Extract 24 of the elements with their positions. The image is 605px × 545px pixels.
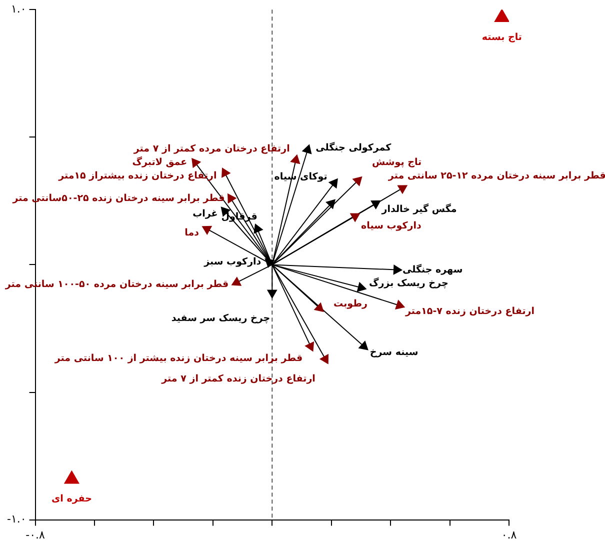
series-label: کمرکولی جنگلی [316,141,392,154]
series-label: قطر برابر سینه درختان زنده بیشتر از ۱۰۰ سانتی متر [54,352,303,364]
series-label: دما [184,227,200,238]
series-label: ارتفاع درختان زنده ۷-۱۵متر [404,306,534,317]
x-tick-label: ۰.۸ [501,528,517,542]
series-label: ارتفاع درختان زنده کمتر از ۷ متر [160,374,316,385]
y-tick-label: -۱.۰ [6,512,26,526]
x-tick-label: -۰.۸ [26,528,46,542]
series-label: سهره جنگلی [402,263,463,276]
series-label: تاج بسته [482,32,522,43]
y-tick-label: ۱.۰ [10,2,26,16]
series-label: غراب [192,208,218,220]
series-label: چرخ ریسک بزرگ [368,277,448,290]
series-label: سینه سرخ [370,346,418,358]
series-label: قطر برابر سینه درختان مرده ۱۲-۲۵ سانتی متر [387,170,605,182]
series-label: دارکوب سیاه [361,220,422,232]
series-label: ارتفاع درختان مرده کمتر از ۷ متر [132,144,290,155]
series-label: تاج پوشش [372,156,422,168]
series-label: عمق لاتبرگ [132,156,188,168]
series-label: دارکوب سبز [203,256,262,268]
series-label: رطوبت [334,298,368,310]
series-label: مگس گیر خالدار [380,202,457,215]
series-label: حفره ای [51,494,92,505]
series-label: چرخ ریسک سر سفید [171,313,270,324]
